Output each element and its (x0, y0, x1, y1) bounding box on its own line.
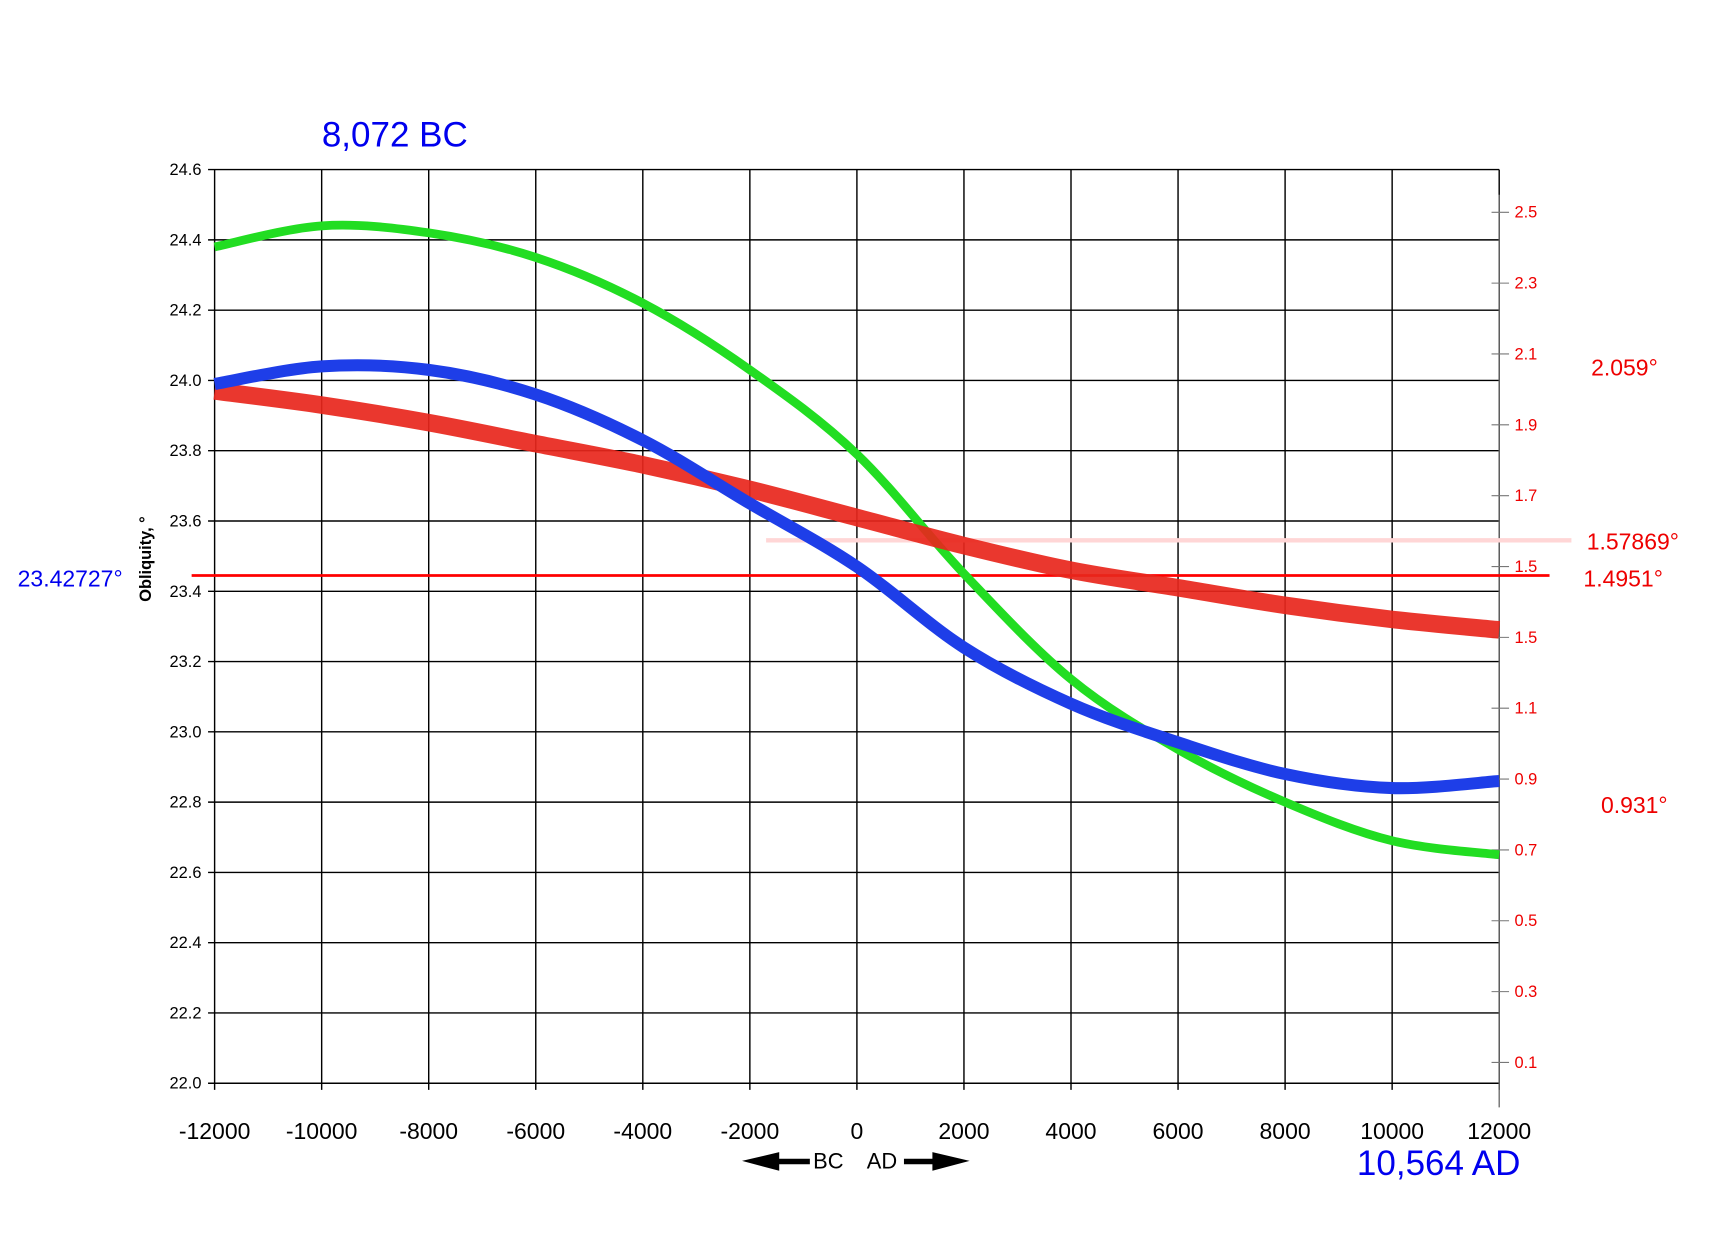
right-tick-label: 1.9 (1515, 416, 1538, 434)
annotation-r4: 0.931° (1601, 792, 1668, 818)
x-tick-label: -4000 (613, 1118, 672, 1144)
annotation-r3: 1.4951° (1583, 565, 1662, 591)
y-tick-label: 24.2 (170, 302, 202, 320)
x-tick-label: -6000 (506, 1118, 565, 1144)
left-arrow-icon (742, 1152, 810, 1171)
right-tick-label: 2.3 (1515, 275, 1538, 293)
reference-lines (191, 538, 1572, 577)
annotation-r1: 2.059° (1591, 354, 1658, 380)
x-tick-label: -12000 (179, 1118, 251, 1144)
right-tick-label: 0.3 (1515, 983, 1538, 1001)
right-tick-label: 1.5 (1515, 629, 1538, 647)
y-axis-ticks: 24.6 24.4 24.2 24.0 23.8 23.6 23.4 23.2 23.0 22.8… (170, 161, 202, 1093)
y-tick-label: 22.0 (170, 1075, 202, 1093)
y-tick-label: 22.8 (170, 794, 202, 812)
right-tick-label: 0.7 (1515, 841, 1538, 859)
right-tick-label: 2.5 (1515, 204, 1538, 222)
annotation-left-value: 23.42727° (18, 565, 123, 591)
right-tick-label: 0.1 (1515, 1054, 1538, 1072)
right-tick-label: 1.1 (1515, 700, 1538, 718)
right-tick-label: 0.5 (1515, 912, 1538, 930)
x-tick-label: 2000 (938, 1118, 989, 1144)
right-arrow-icon (903, 1152, 970, 1171)
series-line-red (213, 382, 1501, 639)
annotation-left-date: 8,072 BC (322, 116, 468, 155)
grid (208, 168, 1500, 1108)
y-tick-label: 23.2 (170, 653, 202, 671)
x-tick-label: 8000 (1260, 1118, 1311, 1144)
x-tick-label: 4000 (1045, 1118, 1096, 1144)
series-line-blue (213, 359, 1500, 795)
x-tick-label: -10000 (286, 1118, 358, 1144)
series-line-green (213, 220, 1500, 860)
bc-label: BC (813, 1149, 843, 1174)
y-tick-label: 23.0 (170, 723, 202, 741)
x-tick-label: 12000 (1467, 1118, 1531, 1144)
y-tick-label: 22.6 (170, 864, 202, 882)
annotation-right-date: 10,564 AD (1357, 1144, 1520, 1183)
bc-ad-indicator: BC AD (742, 1149, 970, 1174)
right-tick-label: 1.5 (1515, 558, 1538, 576)
right-tick-label: 1.7 (1515, 487, 1538, 505)
right-tick-label: 0.9 (1515, 771, 1538, 789)
y-tick-label: 24.4 (170, 231, 202, 249)
y-tick-label: 22.2 (170, 1004, 202, 1022)
right-axis-ticks: 2.5 2.3 2.1 1.9 1.7 1.5 1.5 1.1 0.9 0.7 0.5 0.3 0.1 (1491, 204, 1538, 1072)
ad-label: AD (867, 1149, 897, 1174)
y-tick-label: 23.4 (170, 583, 202, 601)
x-tick-label: 10000 (1360, 1118, 1424, 1144)
x-tick-label: -2000 (720, 1118, 779, 1144)
x-tick-label: 6000 (1152, 1118, 1203, 1144)
y-tick-label: 23.8 (170, 442, 202, 460)
right-tick-label: 2.1 (1515, 345, 1538, 363)
y-tick-label: 24.6 (170, 161, 202, 179)
x-tick-label: 0 (851, 1118, 864, 1144)
series-lines (213, 220, 1501, 860)
y-tick-label: 22.4 (170, 934, 202, 952)
y-axis-label: Obliquity, ° (137, 516, 155, 602)
y-tick-label: 23.6 (170, 512, 202, 530)
y-tick-label: 24.0 (170, 372, 202, 390)
x-axis-ticks: -12000 -10000 -8000 -6000 -4000 -2000 0 2000 400… (179, 1118, 1531, 1144)
x-tick-label: -8000 (399, 1118, 458, 1144)
annotation-r2: 1.57869° (1587, 528, 1679, 554)
